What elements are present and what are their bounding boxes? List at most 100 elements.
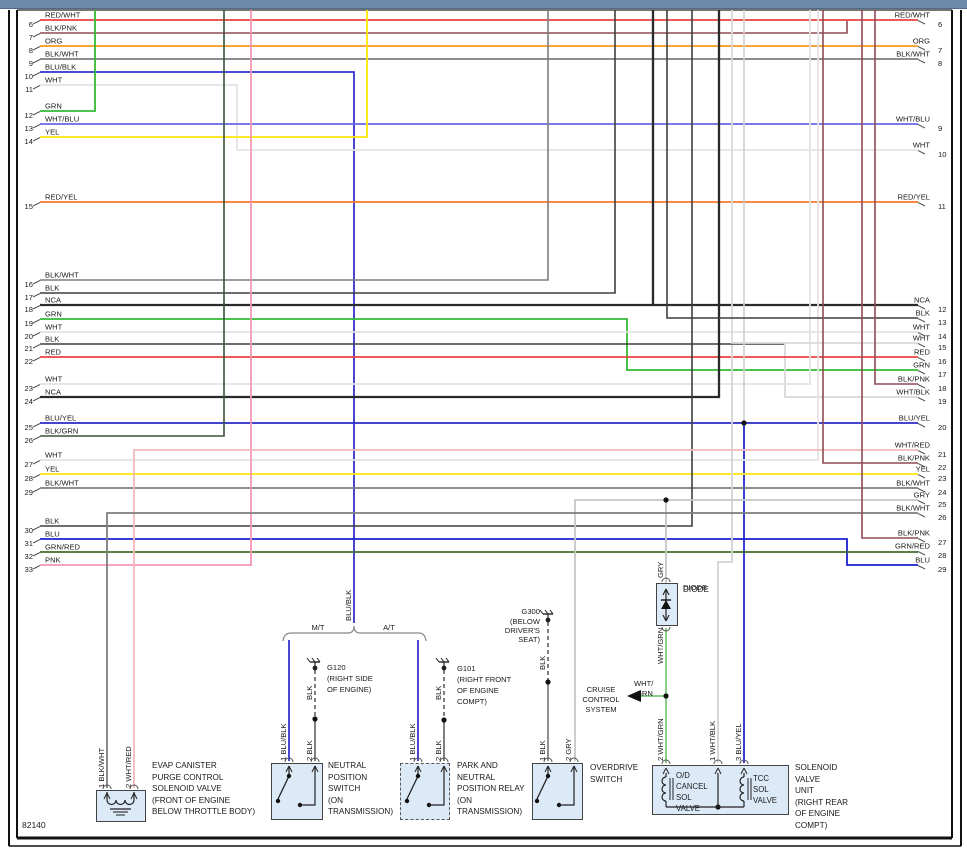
annotation-text: G101 <box>457 664 476 673</box>
wire-grn-up <box>40 10 96 112</box>
pin-tick <box>917 370 926 375</box>
pin-tick <box>917 384 926 389</box>
ground-icon <box>445 657 450 663</box>
left-wire-label: RED/YEL <box>45 193 78 202</box>
junction-dot <box>312 716 318 722</box>
left-wire-label: BLK <box>45 517 59 526</box>
right-pin-number: 25 <box>938 500 946 509</box>
wire-wht-15r <box>731 10 918 344</box>
right-pin-number: 24 <box>938 488 946 497</box>
junction-dot <box>545 679 551 685</box>
right-pin-number: 27 <box>938 538 946 547</box>
left-wire-label: WHT <box>45 76 63 85</box>
right-pin-number: 28 <box>938 551 946 560</box>
left-wire-label: YEL <box>45 465 59 474</box>
left-wire-label: YEL <box>45 128 59 137</box>
connector-cup <box>661 577 671 583</box>
neutral-position-switch-label: NEUTRAL POSITION SWITCH (ON TRANSMISSION… <box>328 761 394 817</box>
annotation-text: CRUISE <box>587 685 616 694</box>
rotated-wire-label: GRY <box>656 562 665 578</box>
ground-icon <box>316 657 321 663</box>
pin-tick <box>32 305 41 310</box>
connector-cup <box>713 759 723 765</box>
right-wire-label: BLU <box>915 556 930 565</box>
left-pin-number: 18 <box>25 305 33 314</box>
left-pin-number: 10 <box>25 72 33 81</box>
left-wire-label: WHT <box>45 375 63 384</box>
right-pin-number: 14 <box>938 332 946 341</box>
rotated-wire-label: 2 BLK <box>305 740 314 761</box>
left-wire-label: BLU/YEL <box>45 414 76 423</box>
wire-wht-27 <box>40 10 819 461</box>
tcc-sol-valve-label: TCC SOL VALVE <box>753 774 777 805</box>
pin-tick <box>917 551 926 556</box>
pin-tick <box>32 423 41 428</box>
pin-tick <box>32 124 41 129</box>
connector-cup <box>439 757 449 763</box>
pin-tick <box>32 565 41 570</box>
pin-tick <box>917 318 926 323</box>
right-wire-label: BLK <box>916 309 930 318</box>
cruise-arrow-icon <box>627 690 641 702</box>
park-neutral-position-relay-box <box>400 763 450 820</box>
connector-cup <box>569 757 579 763</box>
connector-cup <box>661 759 671 765</box>
right-wire-label: ORG <box>913 37 930 46</box>
ground-icon <box>545 617 551 623</box>
pin-tick <box>32 436 41 441</box>
right-wire-label: BLK/PNK <box>898 529 930 538</box>
annotation-text: G120 <box>327 663 346 672</box>
right-pin-number: 16 <box>938 357 946 366</box>
pin-tick <box>917 343 926 348</box>
pin-tick <box>917 20 926 25</box>
left-wire-label: BLK <box>45 335 59 344</box>
annotation-text: SYSTEM <box>585 705 616 714</box>
rotated-wire-label: BLK <box>305 686 314 700</box>
left-wire-label: BLU <box>45 530 60 539</box>
pin-tick <box>32 552 41 557</box>
connector-cup <box>543 757 553 763</box>
ground-icon <box>544 609 549 615</box>
solenoid-valve-unit-label: SOLENOID VALVE UNIT (RIGHT REAR OF ENGIN… <box>795 763 849 830</box>
connector-cup <box>661 626 671 632</box>
right-pin-number: 19 <box>938 397 946 406</box>
wire-blk-pnk-27r <box>861 10 918 539</box>
pin-tick <box>32 59 41 64</box>
pin-tick <box>32 488 41 493</box>
junction-dot <box>741 420 747 426</box>
wire-wht-blk-sol <box>717 345 733 763</box>
left-wire-label: GRN <box>45 310 62 319</box>
window-title-bar <box>0 0 967 9</box>
right-pin-number: 12 <box>938 305 946 314</box>
left-wire-label: BLU/BLK <box>45 63 76 72</box>
annotation-text: SEAT) <box>518 635 540 644</box>
left-wire-label: BLK/GRN <box>45 427 78 436</box>
left-pin-number: 14 <box>25 137 33 146</box>
right-wire-label: GRY <box>914 491 930 500</box>
left-pin-number: 32 <box>25 552 33 561</box>
right-wire-label: WHT <box>913 323 931 332</box>
right-pin-number: 7 <box>938 46 942 55</box>
pin-tick <box>32 202 41 207</box>
pin-tick <box>917 46 926 51</box>
left-wire-label: WHT/BLU <box>45 115 79 124</box>
left-pin-number: 22 <box>25 357 33 366</box>
pin-tick <box>917 305 926 310</box>
annotation-text: OF ENGINE) <box>327 685 372 694</box>
right-pin-number: 10 <box>938 150 946 159</box>
pin-tick <box>917 513 926 518</box>
pin-tick <box>32 526 41 531</box>
pin-tick <box>32 137 41 142</box>
annotation-text: DRIVER'S <box>505 626 540 635</box>
pin-tick <box>32 111 41 116</box>
right-wire-label: WHT <box>913 334 931 343</box>
annotation-text: (RIGHT SIDE <box>327 674 373 683</box>
right-wire-label: GRN <box>913 361 930 370</box>
left-pin-number: 11 <box>25 85 33 94</box>
pin-tick <box>917 202 926 207</box>
right-pin-number: 9 <box>938 124 942 133</box>
wire-blk-wht-16 <box>40 10 549 281</box>
ground-icon <box>435 657 440 663</box>
wire-blk-pnk-top <box>40 21 848 34</box>
